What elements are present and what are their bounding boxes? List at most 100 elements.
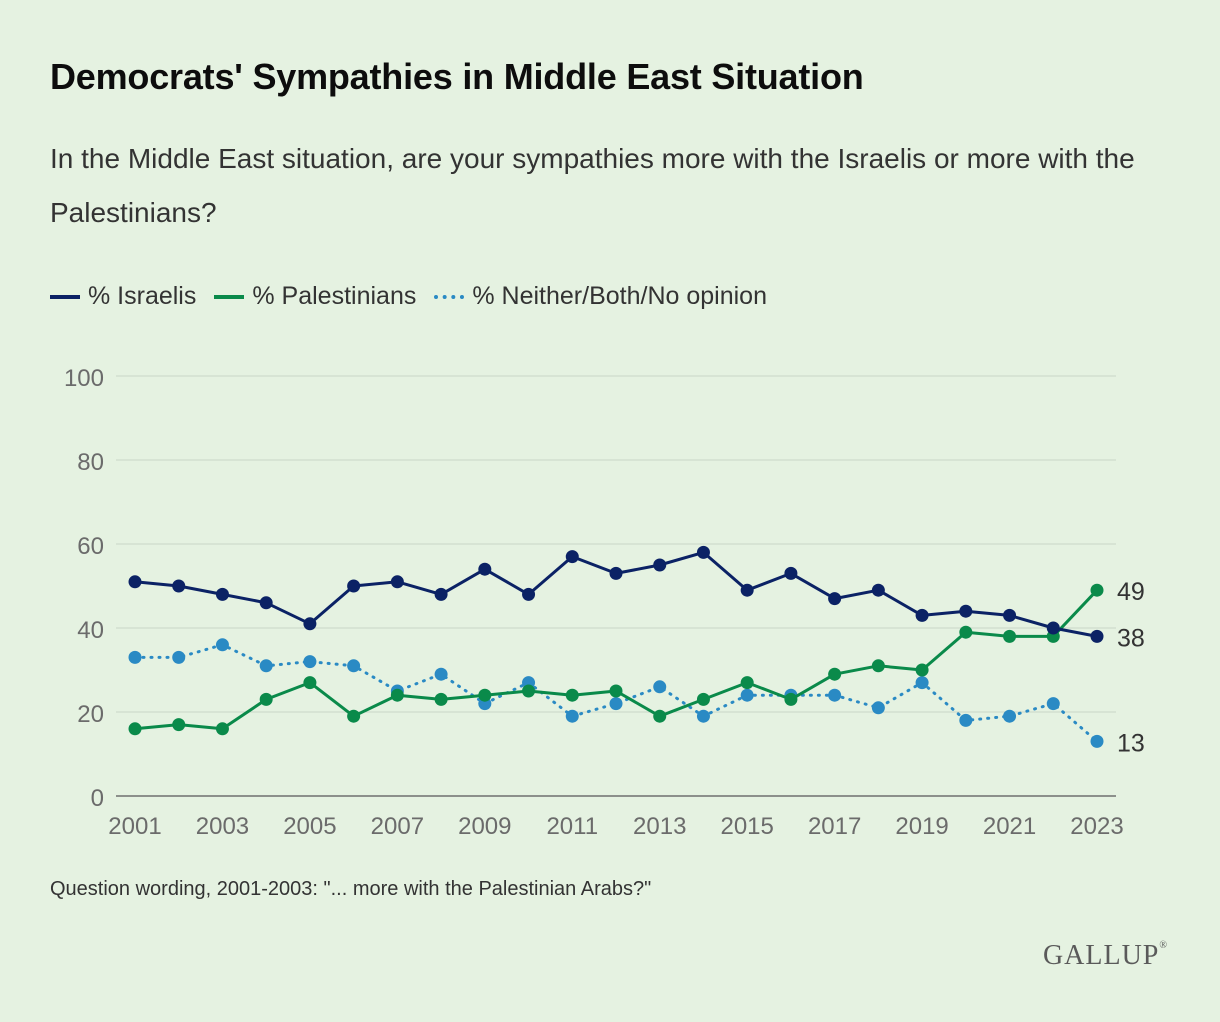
data-point-palestinians-2010 <box>522 684 536 698</box>
data-point-palestinians-2019 <box>915 663 929 677</box>
y-tick-label-80: 80 <box>77 449 104 476</box>
legend-item-neither: % Neither/Both/No opinion <box>434 282 767 311</box>
data-point-neither-both-no-opinion-2020 <box>959 713 973 727</box>
end-label-israelis: 38 <box>1117 624 1145 652</box>
data-point-palestinians-2008 <box>434 692 448 706</box>
data-point-israelis-2013 <box>653 558 667 572</box>
data-point-palestinians-2021 <box>1003 629 1017 643</box>
data-point-israelis-2021 <box>1003 608 1017 622</box>
data-point-palestinians-2004 <box>259 692 273 706</box>
legend-label-palestinians: % Palestinians <box>252 282 417 310</box>
gallup-logo: GALLUP® <box>1042 940 1168 971</box>
data-point-israelis-2006 <box>347 579 361 593</box>
data-point-neither-both-no-opinion-2002 <box>172 650 186 664</box>
data-point-neither-both-no-opinion-2019 <box>915 676 929 690</box>
data-point-neither-both-no-opinion-2014 <box>696 709 710 723</box>
legend-label-neither: % Neither/Both/No opinion <box>472 282 767 310</box>
data-point-palestinians-2009 <box>478 688 492 702</box>
data-point-israelis-2019 <box>915 608 929 622</box>
data-point-israelis-2020 <box>959 604 973 618</box>
x-tick-label-2023: 2023 <box>1070 813 1123 840</box>
x-tick-label-2009: 2009 <box>458 813 511 840</box>
data-point-neither-both-no-opinion-2015 <box>740 688 754 702</box>
data-point-palestinians-2014 <box>696 692 710 706</box>
data-point-israelis-2014 <box>696 545 710 559</box>
y-tick-label-40: 40 <box>77 617 104 644</box>
data-point-israelis-2003 <box>215 587 229 601</box>
data-point-neither-both-no-opinion-2022 <box>1046 697 1060 711</box>
data-point-neither-both-no-opinion-2004 <box>259 659 273 673</box>
data-point-israelis-2018 <box>871 583 885 597</box>
data-point-palestinians-2016 <box>784 692 798 706</box>
data-point-palestinians-2017 <box>828 667 842 681</box>
x-tick-label-2015: 2015 <box>720 813 773 840</box>
legend-item-palestinians: % Palestinians <box>214 282 416 311</box>
data-point-palestinians-2018 <box>871 659 885 673</box>
data-point-neither-both-no-opinion-2013 <box>653 680 667 694</box>
chart-subtitle: In the Middle East situation, are your s… <box>50 143 1135 228</box>
data-point-palestinians-2020 <box>959 625 973 639</box>
data-point-palestinians-2015 <box>740 676 754 690</box>
data-point-israelis-2008 <box>434 587 448 601</box>
legend-swatch-palestinians <box>214 294 245 299</box>
data-point-palestinians-2012 <box>609 684 623 698</box>
x-tick-label-2017: 2017 <box>808 813 861 840</box>
x-tick-label-2021: 2021 <box>983 813 1036 840</box>
data-point-palestinians-2013 <box>653 709 667 723</box>
y-tick-label-100: 100 <box>64 365 104 392</box>
data-point-israelis-2016 <box>784 566 798 580</box>
data-point-israelis-2010 <box>522 587 536 601</box>
x-tick-label-2011: 2011 <box>546 813 598 840</box>
series-line-neither-both-no-opinion <box>133 643 1099 743</box>
data-point-neither-both-no-opinion-2018 <box>871 701 885 715</box>
legend-swatch-israelis <box>50 294 80 299</box>
data-point-neither-both-no-opinion-2005 <box>303 655 317 669</box>
data-point-palestinians-2006 <box>347 709 361 723</box>
data-point-palestinians-2011 <box>565 688 579 702</box>
data-point-neither-both-no-opinion-2006 <box>347 659 361 673</box>
data-point-neither-both-no-opinion-2003 <box>215 638 229 652</box>
data-point-israelis-2012 <box>609 566 623 580</box>
x-tick-label-2019: 2019 <box>895 813 948 840</box>
data-point-israelis-2005 <box>303 617 317 631</box>
data-point-palestinians-2005 <box>303 676 317 690</box>
legend-item-israelis: % Israelis <box>50 282 196 311</box>
data-point-neither-both-no-opinion-2017 <box>828 688 842 702</box>
data-point-israelis-2001 <box>128 575 142 589</box>
data-point-palestinians-2023 <box>1090 583 1104 597</box>
chart-title: Democrats' Sympathies in Middle East Sit… <box>50 56 864 97</box>
x-tick-label-2007: 2007 <box>371 813 424 840</box>
legend-label-israelis: % Israelis <box>88 282 197 310</box>
data-point-israelis-2009 <box>478 562 492 576</box>
data-point-palestinians-2002 <box>172 718 186 732</box>
x-tick-label-2003: 2003 <box>196 813 249 840</box>
data-point-neither-both-no-opinion-2011 <box>565 709 579 723</box>
legend: % Israelis % Palestinians % Neither/Both… <box>50 282 785 311</box>
data-point-neither-both-no-opinion-2012 <box>609 697 623 711</box>
data-point-israelis-2022 <box>1046 621 1060 635</box>
data-point-palestinians-2007 <box>390 688 404 702</box>
data-point-israelis-2004 <box>259 596 273 610</box>
data-point-israelis-2002 <box>172 579 186 593</box>
end-label-neither-both-no-opinion: 13 <box>1117 729 1145 757</box>
data-point-palestinians-2001 <box>128 722 142 736</box>
x-tick-label-2001: 2001 <box>108 813 161 840</box>
data-point-israelis-2023 <box>1090 629 1104 643</box>
x-tick-label-2005: 2005 <box>283 813 336 840</box>
data-point-israelis-2011 <box>565 550 579 564</box>
data-point-israelis-2007 <box>390 575 404 589</box>
y-tick-label-60: 60 <box>77 533 104 560</box>
y-tick-label-20: 20 <box>77 701 104 728</box>
end-label-palestinians: 49 <box>1117 578 1145 606</box>
legend-swatch-neither <box>434 294 465 299</box>
data-point-neither-both-no-opinion-2008 <box>434 667 448 681</box>
question-wording-note: Question wording, 2001-2003: "... more w… <box>50 878 652 900</box>
x-tick-label-2013: 2013 <box>633 813 686 840</box>
data-point-neither-both-no-opinion-2023 <box>1090 734 1104 748</box>
data-point-israelis-2017 <box>828 592 842 606</box>
series-line-israelis <box>133 550 1099 638</box>
data-point-palestinians-2003 <box>215 722 229 736</box>
y-tick-label-0: 0 <box>91 785 104 812</box>
data-point-neither-both-no-opinion-2021 <box>1003 709 1017 723</box>
